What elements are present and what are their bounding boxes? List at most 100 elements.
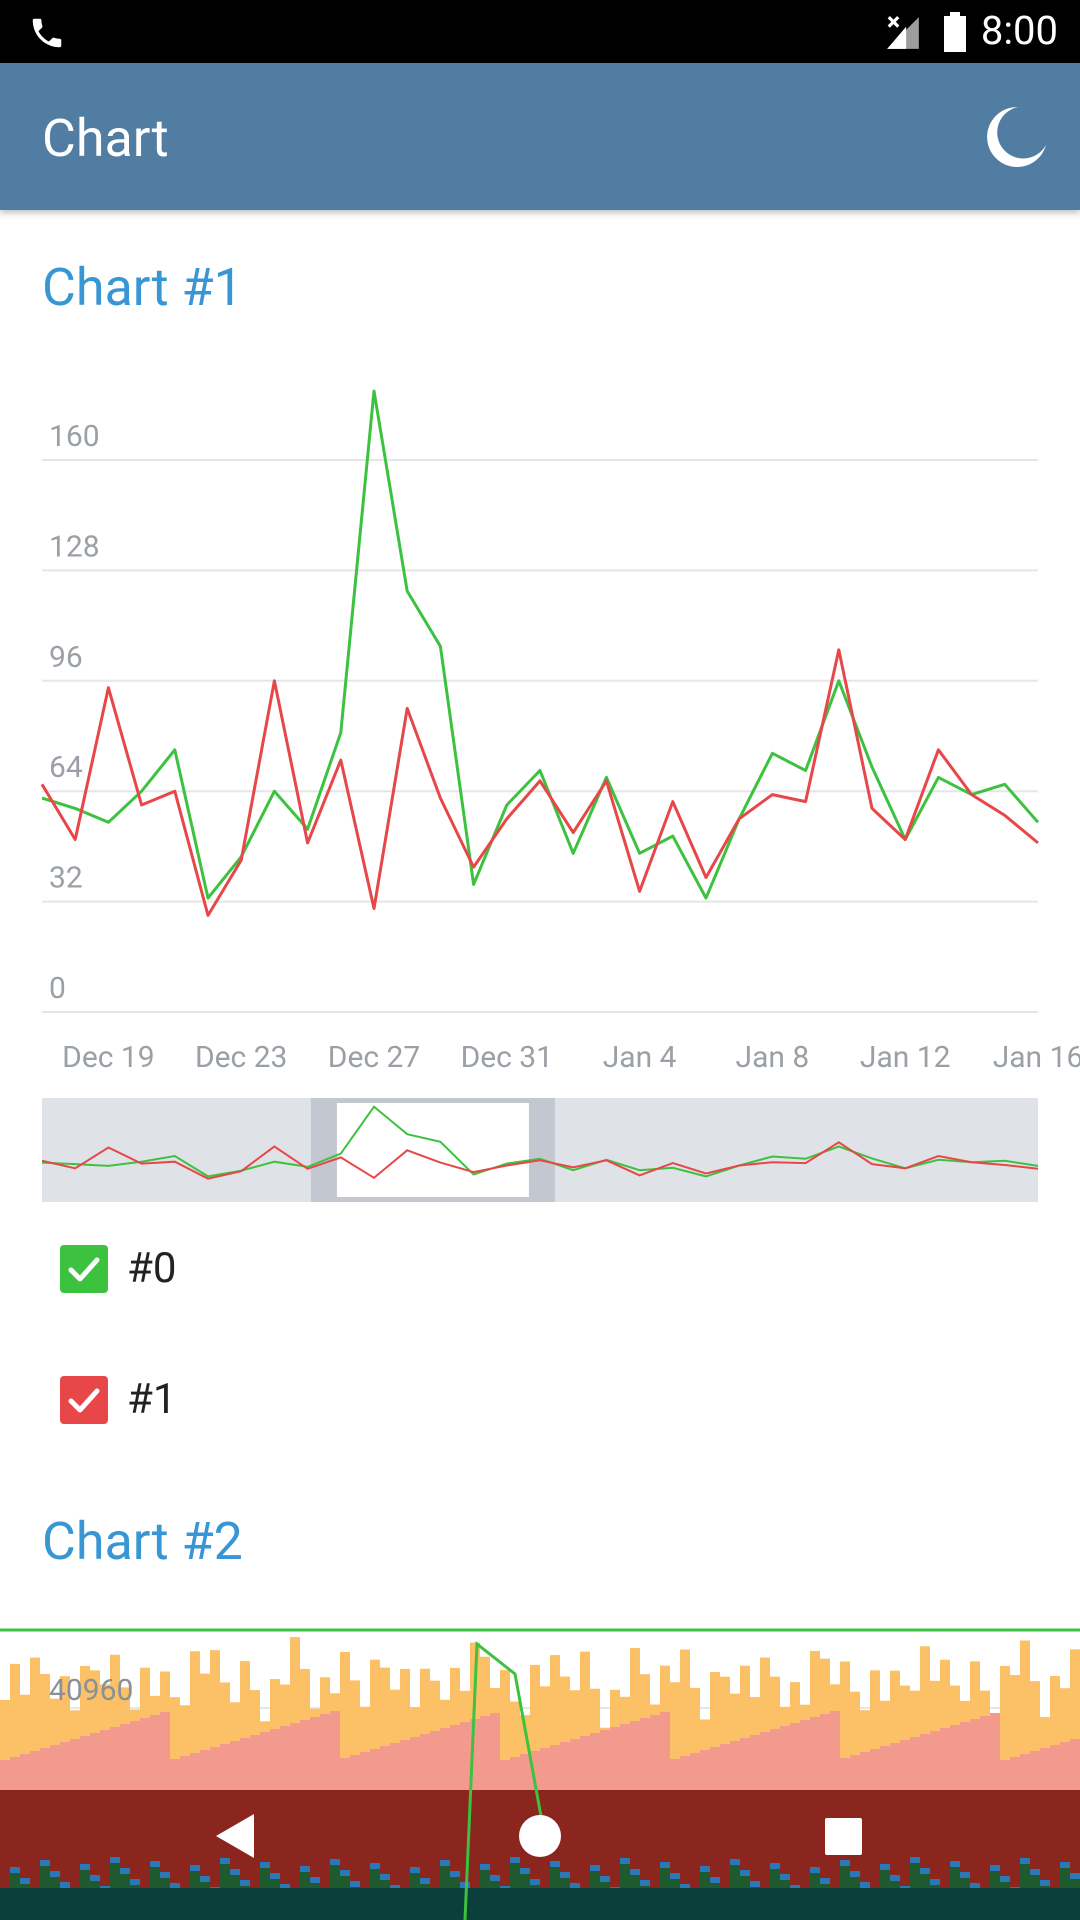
- chart2-bar-segment: [860, 1752, 870, 1790]
- chart2-bar-segment: [700, 1790, 710, 1920]
- chart2-bar-segment: [480, 1864, 490, 1870]
- chart2-bar-segment: [460, 1722, 470, 1790]
- chart2-bar-segment: [380, 1667, 390, 1790]
- navigator-series-1: [42, 1141, 1038, 1180]
- chart2-bar-segment: [810, 1717, 820, 1790]
- chart2-bottom-band: [0, 1888, 1080, 1920]
- chart2-bar-segment: [840, 1758, 850, 1790]
- home-icon[interactable]: [519, 1815, 561, 1857]
- chart2-bar-segment: [750, 1735, 760, 1790]
- chart2-bar-segment: [1070, 1649, 1080, 1790]
- chart2-bar-segment: [280, 1726, 290, 1790]
- chart2-series-line: [463, 1641, 547, 1920]
- chart2-bar-segment: [290, 1790, 300, 1920]
- chart2-bar-segment: [340, 1790, 350, 1920]
- chart2-bar-segment: [50, 1698, 60, 1790]
- chart2-bar-segment: [960, 1722, 970, 1790]
- chart2-bar-segment: [340, 1758, 350, 1790]
- chart2-bar-segment: [90, 1875, 100, 1881]
- chart2-bar-segment: [1030, 1681, 1040, 1790]
- chart2-bar-segment: [500, 1760, 510, 1790]
- chart2-bar-segment: [210, 1650, 220, 1790]
- chart2-bar-segment: [430, 1731, 440, 1790]
- chart2-bar-segment: [110, 1790, 120, 1920]
- chart2-bar-segment: [670, 1682, 680, 1790]
- chart2-bar-segment: [670, 1790, 680, 1920]
- chart2-bar-segment: [1000, 1665, 1010, 1790]
- chart2-bar-segment: [1000, 1760, 1010, 1790]
- chart2-bar-segment: [470, 1790, 480, 1920]
- chart2-bar-segment: [10, 1663, 20, 1790]
- chart2-bar-segment: [900, 1790, 910, 1920]
- chart2-bar-segment: [510, 1857, 520, 1863]
- chart2-bar-segment: [80, 1864, 90, 1870]
- chart2-bar-segment: [750, 1881, 760, 1887]
- x-tick-label: Jan 4: [603, 1040, 677, 1075]
- chart2-bar-segment: [450, 1871, 460, 1877]
- chart2-bar-segment: [940, 1790, 950, 1920]
- chart2-bar-segment: [660, 1790, 670, 1920]
- chart2-bar-segment: [600, 1730, 610, 1790]
- chart2-bar-segment: [880, 1864, 890, 1870]
- chart2-bar-segment: [630, 1721, 640, 1790]
- chart2-bar-segment: [170, 1697, 180, 1790]
- recents-icon[interactable]: [825, 1818, 862, 1855]
- chart2-bar-segment: [60, 1790, 70, 1920]
- y-tick-label: 64: [49, 750, 83, 785]
- chart2-bar-segment: [620, 1724, 630, 1790]
- chart2-bar-segment: [420, 1668, 430, 1790]
- chart2-bar-segment: [230, 1790, 240, 1920]
- chart2-bar-segment: [970, 1883, 980, 1889]
- chart2-bar-segment: [580, 1736, 590, 1790]
- chart2-bar-segment: [910, 1790, 920, 1920]
- chart2-bar-segment: [90, 1733, 100, 1790]
- navigator-window[interactable]: [336, 1103, 529, 1197]
- series-line-1: [40, 648, 1039, 917]
- chart2-bar-segment: [140, 1790, 150, 1920]
- chart2-bar-segment: [440, 1790, 450, 1920]
- chart2-bar-segment: [240, 1661, 250, 1790]
- check-icon: [68, 1388, 100, 1413]
- chart2-bar-segment: [980, 1790, 990, 1920]
- chart2-bar-segment: [720, 1790, 730, 1920]
- chart2-bar-segment: [950, 1725, 960, 1790]
- chart2-bar-segment: [320, 1714, 330, 1790]
- chart2-bar-segment: [630, 1790, 640, 1920]
- chart2-bar-segment: [390, 1689, 400, 1790]
- chart2-bar-segment: [960, 1872, 970, 1878]
- chart2-bar-segment: [510, 1790, 520, 1920]
- chart2-bar-segment: [430, 1790, 440, 1920]
- chart2-bar-segment: [500, 1669, 510, 1790]
- chart2-bar-segment: [880, 1700, 890, 1790]
- chart2-title: Chart #2: [42, 1511, 243, 1572]
- chart2-bar-segment: [910, 1737, 920, 1790]
- back-icon[interactable]: [216, 1814, 254, 1858]
- x-tick-label: Dec 27: [328, 1040, 420, 1075]
- chart2-bar-segment: [180, 1756, 190, 1790]
- chart2-bar-segment: [590, 1790, 600, 1920]
- chart2-bar-segment: [280, 1884, 290, 1890]
- chart2-bar-segment: [410, 1867, 420, 1873]
- chart2-bar-segment: [840, 1661, 850, 1790]
- chart2-bar-segment: [170, 1790, 180, 1920]
- chart2-bar-segment: [320, 1790, 330, 1920]
- chart2-bar-segment: [660, 1862, 670, 1868]
- chart2-bar-segment: [20, 1790, 30, 1920]
- moon-icon[interactable]: [980, 101, 1052, 173]
- chart2-bar-segment: [420, 1734, 430, 1790]
- checkbox-series-0[interactable]: [60, 1245, 108, 1293]
- y-tick-label: 96: [49, 640, 83, 675]
- chart2-bar-segment: [330, 1859, 340, 1865]
- chart2-bar-segment: [1020, 1640, 1030, 1790]
- chart2-bar-segment: [240, 1738, 250, 1790]
- chart2-bar-segment: [760, 1732, 770, 1790]
- chart2-bar-segment: [300, 1866, 310, 1872]
- chart2-bar-segment: [870, 1670, 880, 1790]
- chart2-bar-segment: [70, 1739, 80, 1790]
- chart2-bar-segment: [990, 1790, 1000, 1920]
- chart2-bar-segment: [820, 1878, 830, 1884]
- checkbox-series-1[interactable]: [60, 1376, 108, 1424]
- chart2-bar-segment: [450, 1790, 460, 1920]
- chart2-bar-segment: [880, 1746, 890, 1790]
- chart1-navigator[interactable]: [42, 1098, 1038, 1202]
